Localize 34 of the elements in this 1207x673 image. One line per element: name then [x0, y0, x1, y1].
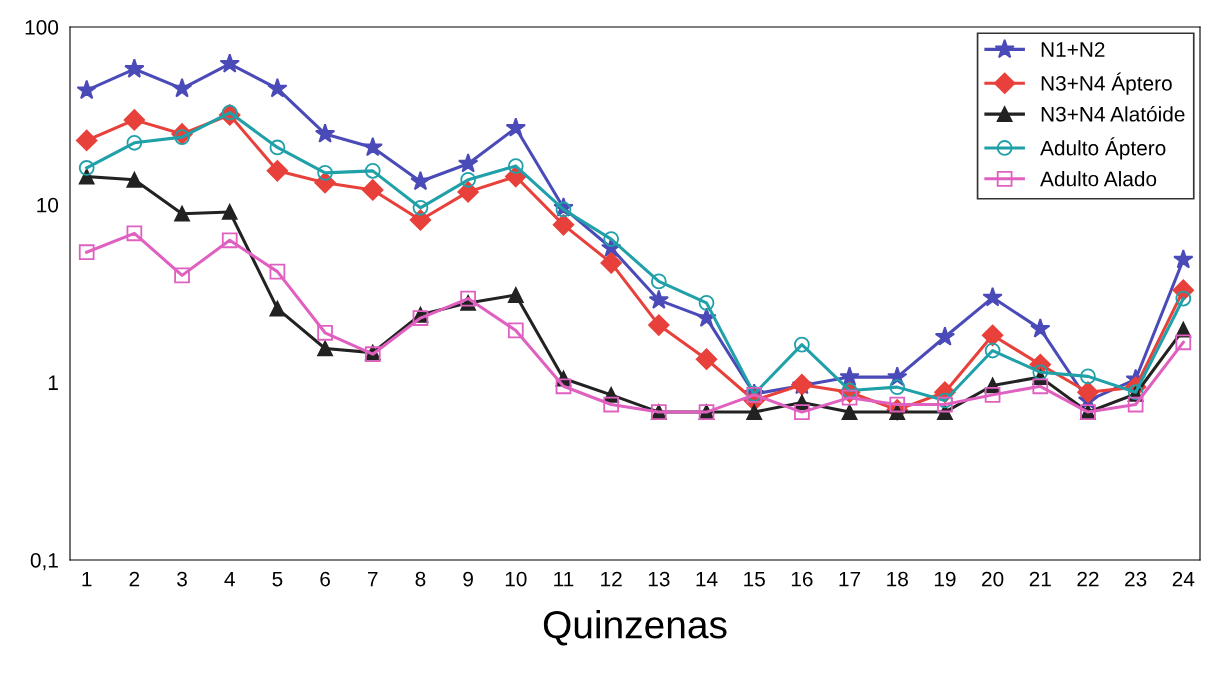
x-tick-label: 1 [82, 571, 92, 587]
x-tick-label: 6 [320, 571, 330, 587]
x-tick-label: 4 [224, 571, 235, 587]
legend-label: Adulto Áptero [1040, 137, 1166, 160]
x-tick-label: 22 [1077, 571, 1099, 587]
legend-label: N3+N4 Áptero [1041, 72, 1172, 95]
x-tick-label: 23 [1125, 571, 1147, 587]
legend-label: N1+N2 [1041, 42, 1105, 57]
x-tick-label: 17 [839, 571, 861, 587]
y-tick-label: 1 [48, 375, 58, 390]
x-tick-label: 11 [554, 571, 574, 587]
x-tick-label: 3 [177, 571, 187, 587]
x-tick-label: 2 [129, 571, 140, 587]
x-tick-label: 16 [791, 571, 813, 587]
x-tick-label: 15 [744, 571, 765, 587]
x-tick-label: 18 [887, 571, 908, 587]
x-tick-label: 5 [272, 571, 283, 587]
y-tick-label: 0,1 [30, 553, 58, 571]
legend-label: Adulto Alado [1040, 171, 1157, 187]
x-tick-label: 24 [1172, 571, 1195, 587]
x-tick-label: 13 [648, 571, 670, 587]
x-tick-label: 10 [505, 571, 527, 587]
x-tick-label: 12 [601, 571, 622, 587]
x-tick-label: 8 [415, 571, 426, 587]
x-tick-label: 9 [463, 571, 473, 587]
x-tick-label: 14 [696, 571, 718, 587]
x-tick-label: 21 [1029, 571, 1051, 587]
x-tick-label: 7 [368, 571, 378, 587]
y-tick-label: 100 [25, 20, 59, 35]
legend-label: N3+N4 Alatóide [1041, 106, 1185, 122]
y-tick-label: 10 [37, 197, 59, 213]
x-tick-label: 20 [982, 571, 1004, 587]
x-axis-title: Quinzenas [543, 609, 727, 646]
x-tick-label: 19 [934, 571, 956, 587]
